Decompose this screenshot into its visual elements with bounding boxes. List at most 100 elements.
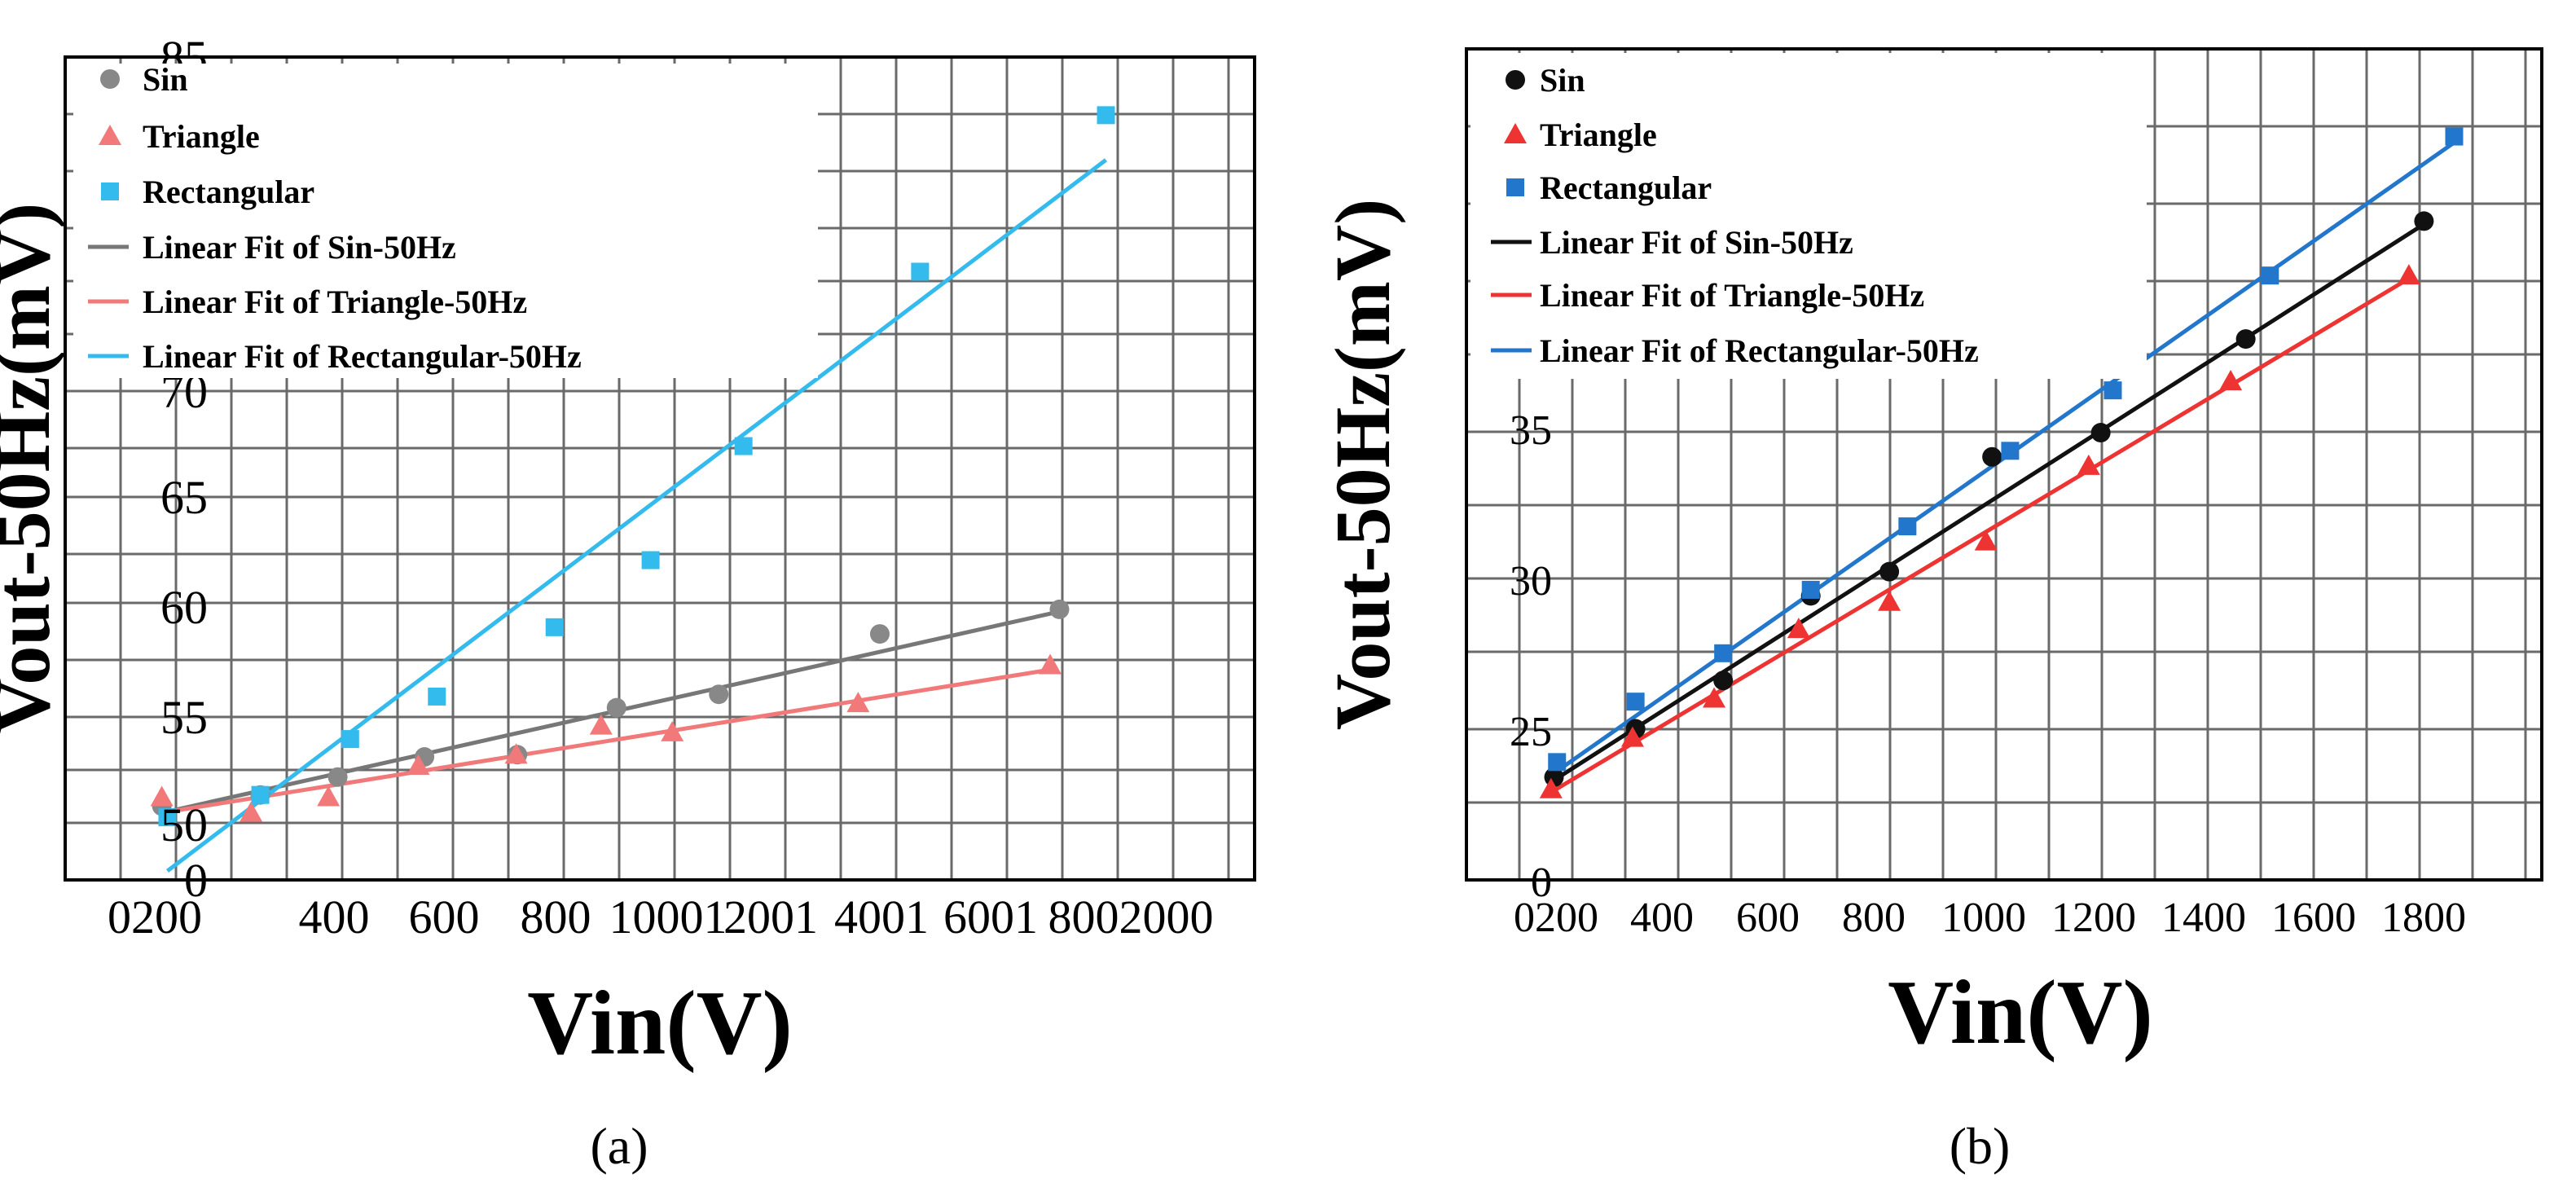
data-point-a-2-0 [158, 808, 177, 827]
data-point-b-2-6 [2103, 381, 2122, 400]
data-point-b-2-8 [2445, 127, 2464, 146]
legend-marker-b-1 [1504, 123, 1527, 143]
x-tick-label-b-6: 1400 [2161, 895, 2246, 941]
data-point-a-2-2 [341, 730, 359, 749]
x-tick-label-a-3: 800 [521, 891, 591, 943]
fit-line-b-3 [1553, 222, 2425, 782]
x-tick-label-b-7: 1600 [2271, 895, 2356, 941]
y-tick-label-b-4: 25 [1510, 709, 1552, 755]
x-tick-label-b-1: 400 [1630, 895, 1694, 941]
legend-marker-a-1 [99, 125, 121, 145]
legend-box-a [73, 64, 818, 378]
legend-label-b-4: Linear Fit of Triangle-50Hz [1540, 277, 1924, 314]
data-point-a-0-8 [1049, 599, 1070, 619]
chart-panel-b: 45403530250 0200400600800100012001400160… [1319, 47, 2543, 1175]
data-point-b-0-2 [1713, 671, 1734, 691]
data-point-b-2-0 [1548, 753, 1567, 772]
data-point-a-1-5 [589, 714, 613, 735]
legend-label-b-1: Triangle [1540, 117, 1657, 153]
data-point-b-1-1 [1620, 726, 1644, 747]
legend-marker-b-0 [1506, 70, 1525, 90]
data-point-a-1-4 [504, 743, 528, 764]
x-axis-label-a: Vin(V) [527, 973, 793, 1074]
data-point-b-1-2 [1703, 687, 1726, 708]
data-point-a-2-6 [734, 437, 753, 455]
data-point-a-1-3 [407, 754, 430, 776]
legend-label-b-2: Rectangular [1540, 169, 1712, 206]
y-tick-label-a-5: 60 [160, 581, 208, 634]
data-point-b-0-4 [1879, 561, 1900, 582]
data-point-b-0-7 [2235, 329, 2256, 350]
legend-label-a-2: Rectangular [143, 174, 314, 210]
data-points-a [150, 106, 1115, 827]
fit-line-a-5 [165, 158, 1108, 873]
data-point-a-1-2 [317, 785, 341, 807]
legend-marker-a-0 [100, 69, 120, 89]
data-point-a-1-1 [240, 801, 263, 822]
y-tick-label-a-4: 65 [160, 471, 208, 524]
x-tick-labels-b: 0200 400 600 800 1000 1200 1400 1600 1800 [1514, 895, 2466, 941]
data-point-b-2-4 [1898, 517, 1917, 536]
data-point-a-2-5 [641, 551, 660, 570]
data-point-a-0-5 [606, 697, 626, 718]
x-tick-label-b-3: 800 [1842, 895, 1906, 941]
data-point-a-0-6 [709, 684, 729, 705]
legend-label-b-5: Linear Fit of Rectangular-50Hz [1540, 332, 1979, 369]
data-point-b-2-5 [2001, 442, 2020, 460]
legend-label-a-0: Sin [143, 61, 188, 98]
data-point-b-1-3 [1787, 618, 1810, 639]
x-tick-label-b-2: 600 [1736, 895, 1800, 941]
data-point-a-2-8 [1097, 106, 1115, 125]
data-point-b-0-6 [2090, 423, 2111, 443]
subcaption-a: (a) [590, 1117, 648, 1175]
y-tick-label-a-8: 0 [184, 854, 208, 907]
subcaption-b: (b) [1950, 1117, 2011, 1175]
y-axis-label-a: Vout-50Hz(mV) [0, 203, 66, 734]
legend-label-b-3: Linear Fit of Sin-50Hz [1540, 224, 1853, 261]
x-tick-label-a-1: 400 [299, 891, 370, 943]
data-point-b-2-1 [1626, 693, 1645, 711]
x-tick-label-a-6: 4001 [834, 891, 929, 943]
legend-label-a-5: Linear Fit of Rectangular-50Hz [143, 338, 582, 375]
y-tick-label-b-3: 30 [1510, 558, 1552, 605]
data-point-a-0-7 [869, 624, 890, 644]
data-points-b [1539, 127, 2464, 798]
data-point-b-2-3 [1801, 580, 1820, 599]
data-point-b-1-7 [2219, 370, 2243, 390]
legend-a: Sin Triangle Rectangular Linear Fit of Sin-… [73, 61, 818, 378]
chart-panel-a: 85807570656055500 0200400600800100012001… [0, 31, 1256, 1175]
plot-frame-a [64, 55, 1256, 882]
y-axis-label-b: Vout-50Hz(mV) [1319, 199, 1406, 730]
data-point-a-1-0 [150, 785, 174, 807]
data-point-b-1-0 [1539, 777, 1563, 798]
data-point-a-1-7 [846, 692, 870, 713]
legend-label-a-1: Triangle [143, 118, 260, 155]
legend-b: Sin Triangle Rectangular Linear Fit of Sin-… [1470, 53, 2147, 379]
data-point-a-2-1 [251, 785, 270, 804]
data-point-b-0-5 [1982, 446, 2002, 467]
y-tick-label-b-2: 35 [1510, 407, 1552, 454]
x-tick-label-a-8: 8002000 [1048, 891, 1214, 943]
fit-line-a-4 [161, 667, 1051, 816]
legend-label-a-3: Linear Fit of Sin-50Hz [143, 229, 456, 266]
y-tick-label-a-6: 55 [160, 691, 208, 744]
x-tick-label-b-0: 0200 [1514, 895, 1598, 941]
legend-marker-b-2 [1506, 178, 1524, 196]
y-tick-label-b-5: 0 [1531, 860, 1552, 906]
data-point-a-1-8 [1039, 653, 1062, 675]
data-point-b-2-7 [2261, 266, 2279, 285]
x-tick-label-b-5: 1200 [2051, 895, 2136, 941]
data-point-a-2-7 [911, 262, 930, 281]
data-point-a-2-4 [545, 618, 564, 636]
data-point-b-1-8 [2397, 264, 2420, 285]
x-tick-label-b-8: 1800 [2381, 895, 2466, 941]
x-tick-label-a-0: 0200 [108, 891, 202, 943]
data-point-b-1-5 [1974, 530, 1998, 551]
data-point-b-1-6 [2077, 454, 2100, 475]
fit-line-b-4 [1550, 276, 2411, 794]
data-point-b-2-2 [1714, 644, 1733, 662]
data-point-a-1-6 [661, 720, 684, 741]
x-tick-label-a-5: 2001 [723, 891, 818, 943]
